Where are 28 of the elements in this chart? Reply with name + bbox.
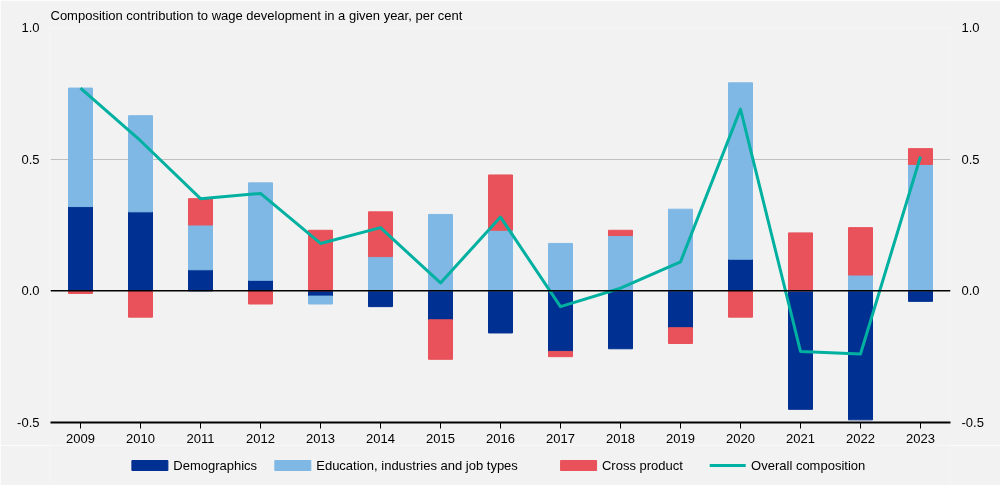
x-tick-label: 2022 <box>846 430 875 446</box>
legend-label: Overall composition <box>751 458 866 473</box>
y-tick-label: 0.5 <box>21 151 40 167</box>
x-tick-label: 2023 <box>906 430 935 446</box>
y-axis-title: Composition contribution to wage development in a given year, per cent <box>50 7 463 23</box>
y-tick-label: 0.0 <box>21 283 40 299</box>
x-tick-label: 2013 <box>306 430 335 446</box>
y-tick-label: -0.5 <box>17 415 40 430</box>
x-tick-label: 2016 <box>486 430 515 446</box>
x-tick-label: 2015 <box>426 430 455 446</box>
y-tick-label: 1.0 <box>21 20 40 35</box>
x-tick-label: 2018 <box>606 430 635 446</box>
x-tick-label: 2009 <box>66 430 95 446</box>
x-tick-label: 2011 <box>186 430 215 446</box>
y2-tick-label: 0.5 <box>961 151 980 167</box>
x-tick-label: 2012 <box>246 430 275 446</box>
legend-label: Cross product <box>601 458 684 473</box>
y2-tick-label: 1.0 <box>961 20 980 35</box>
x-tick-label: 2021 <box>786 430 815 446</box>
y2-tick-label: 0.0 <box>961 283 980 299</box>
x-tick-label: 2010 <box>126 430 155 446</box>
x-tick-label: 2020 <box>726 430 755 446</box>
x-tick-label: 2017 <box>546 430 575 446</box>
x-tick-label: 2014 <box>366 430 395 446</box>
legend-label: Demographics <box>173 458 258 473</box>
legend-label: Education, industries and job types <box>316 458 519 473</box>
x-tick-label: 2019 <box>666 430 695 446</box>
y2-tick-label: -0.5 <box>961 415 984 430</box>
